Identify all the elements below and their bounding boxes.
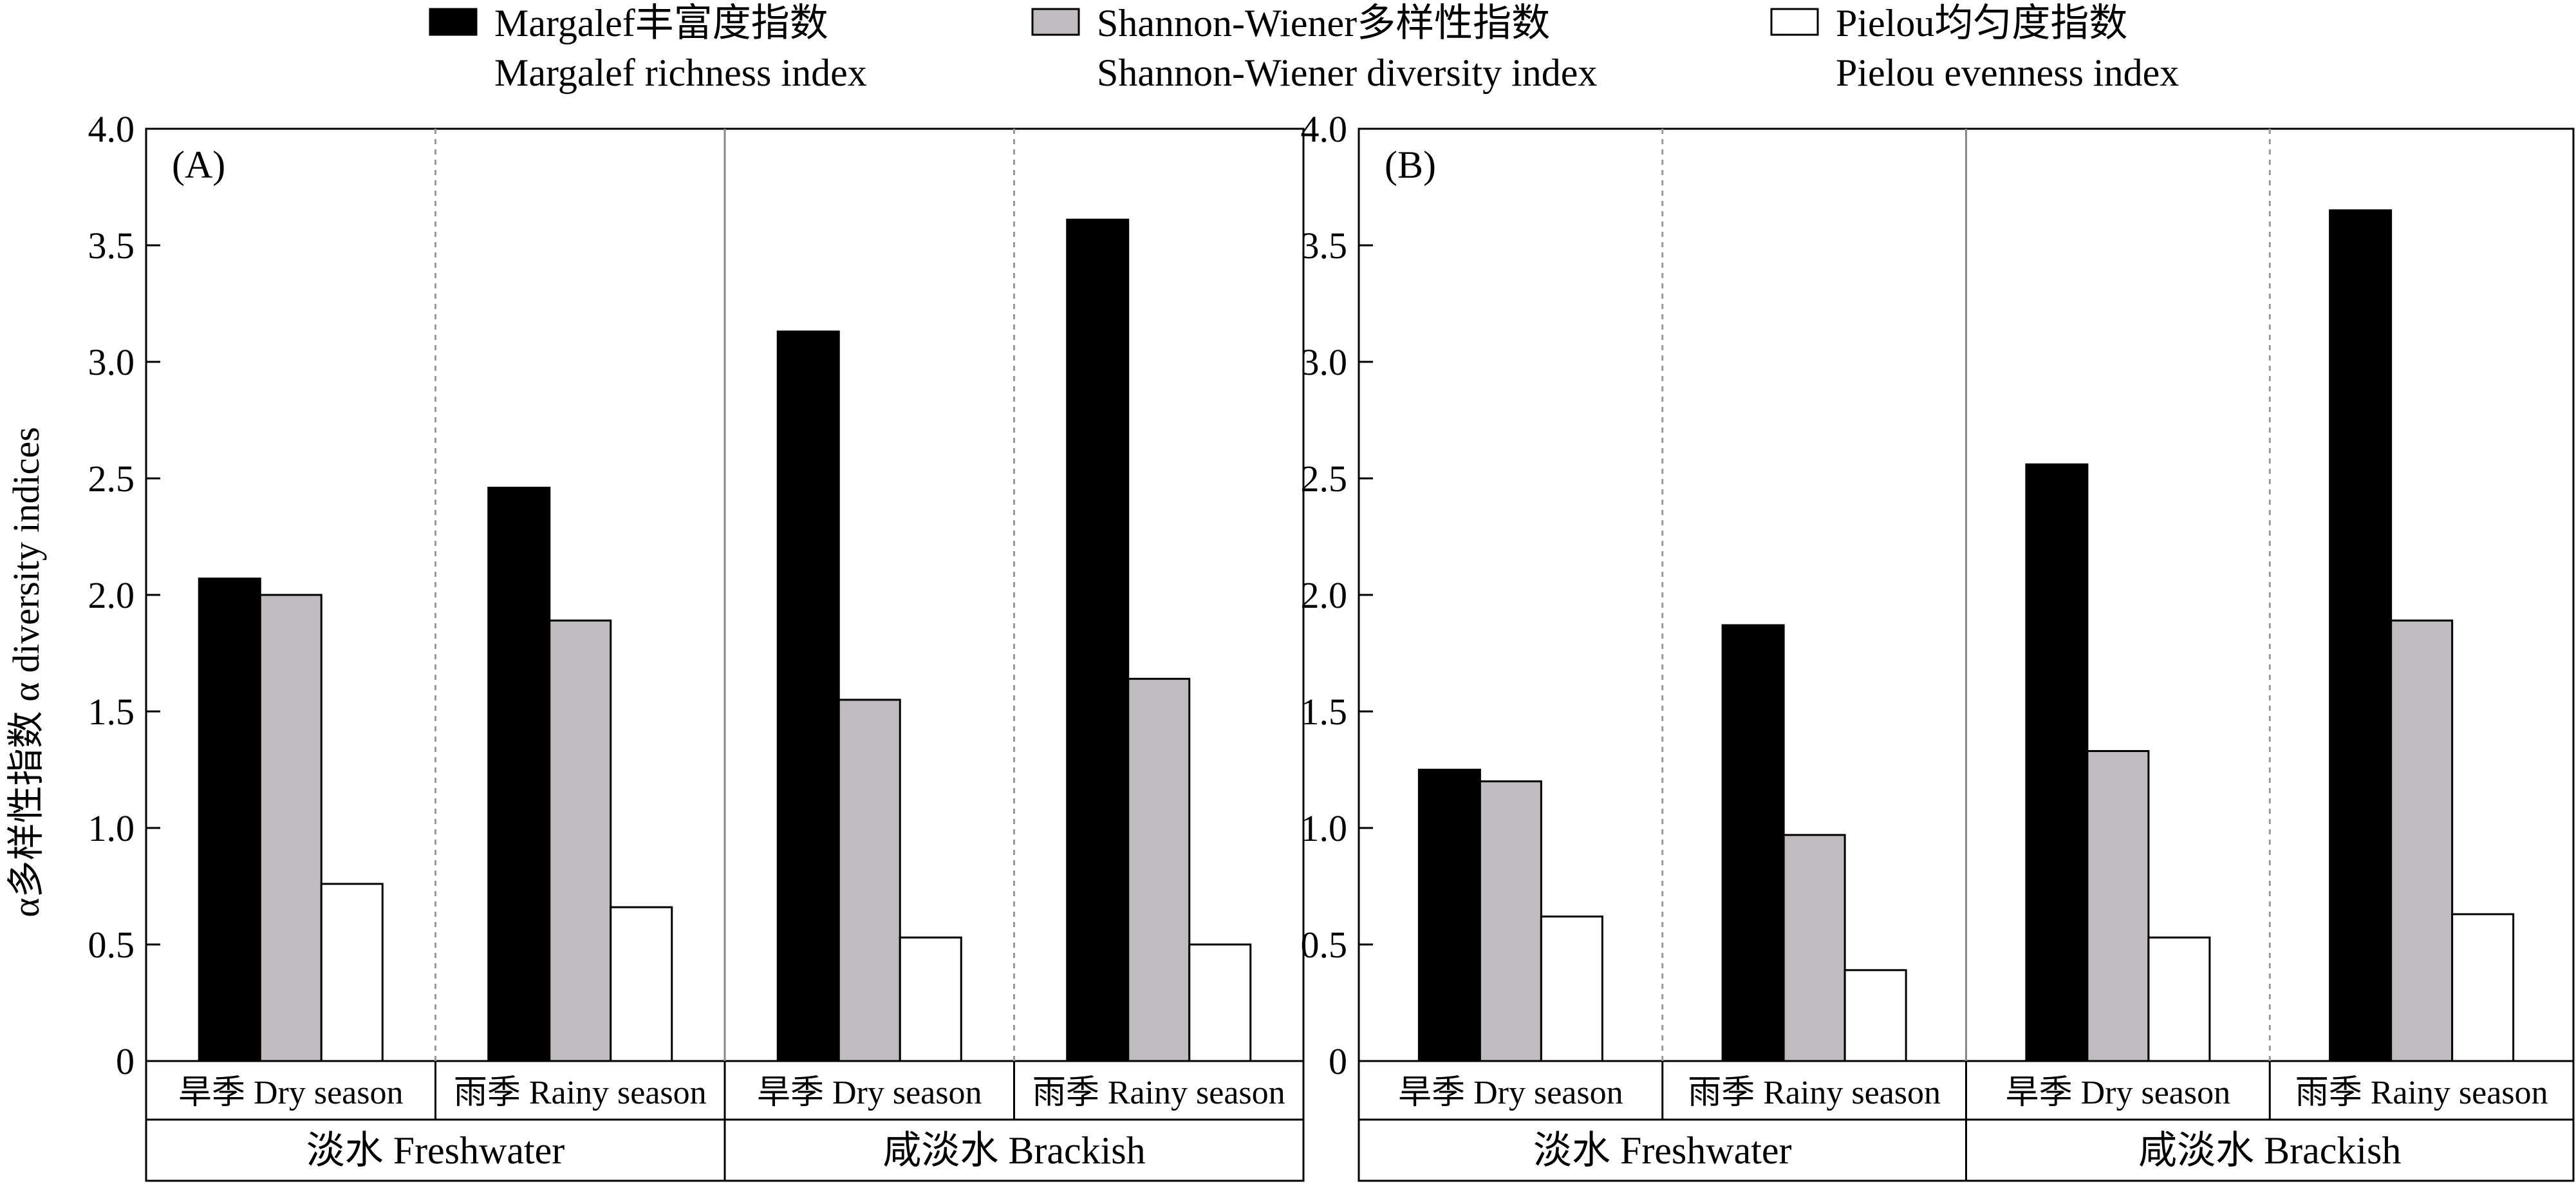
y-axis-label: α多样性指数 α diversity indices <box>5 427 47 917</box>
legend-label-3-line2: Pielou evenness index <box>1836 52 2179 94</box>
x-group-label: 咸淡水 Brackish <box>2138 1129 2401 1172</box>
y-tick-label: 1.0 <box>1301 807 1348 849</box>
bar <box>198 578 261 1062</box>
bar <box>1721 624 1785 1062</box>
y-tick-label: 0.5 <box>1301 924 1348 966</box>
panel-b: 0 0.5 1.0 1.5 2.0 2.5 3.0 3.5 4.0 旱季 Dry season 雨季… <box>1301 108 2575 1182</box>
y-tick-label: 2.5 <box>1301 458 1348 500</box>
bar <box>1479 780 1542 1062</box>
legend-label-2-line1: Shannon-Wiener多样性指数 <box>1097 2 1550 44</box>
panels: 0 0.5 1.0 1.5 2.0 2.5 3.0 3.5 4.0 旱季 Dry season 雨季… <box>88 108 2575 1182</box>
y-tick-label: 0 <box>1329 1040 1347 1082</box>
y-tick-label: 0 <box>116 1040 135 1082</box>
x-group-label: 咸淡水 Brackish <box>882 1129 1145 1172</box>
bar <box>899 936 962 1062</box>
bar <box>1066 218 1130 1062</box>
legend-label-1-line2: Margalef richness index <box>494 52 867 94</box>
y-tick-label: 4.0 <box>88 108 135 150</box>
legend-label-1-line1: Margalef丰富度指数 <box>494 2 828 44</box>
bar <box>1782 834 1846 1062</box>
x-group-label: 淡水 Freshwater <box>1533 1129 1792 1172</box>
y-tick-label: 3.0 <box>88 341 135 383</box>
legend-label-2-line2: Shannon-Wiener diversity index <box>1097 52 1597 94</box>
panel-label: (A) <box>172 144 225 186</box>
y-tick-label: 3.5 <box>1301 225 1348 267</box>
x-category-label: 旱季 Dry season <box>757 1075 982 1111</box>
bar <box>487 486 551 1062</box>
bar <box>610 906 673 1062</box>
x-category-label: 雨季 Rainy season <box>2295 1075 2548 1111</box>
legend-label-3-line1: Pielou均匀度指数 <box>1836 2 2127 44</box>
y-tick-label: 4.0 <box>1301 108 1348 150</box>
legend-swatch-1 <box>429 8 478 36</box>
legend-swatch-3 <box>1770 8 1819 36</box>
bar <box>2390 619 2454 1062</box>
y-tick-label: 2.0 <box>88 574 135 616</box>
bar <box>548 619 612 1062</box>
y-tick-label: 1.0 <box>88 807 135 849</box>
bar <box>2147 936 2211 1062</box>
bar <box>1540 916 1603 1062</box>
x-group-label: 淡水 Freshwater <box>306 1129 565 1172</box>
y-tick-label: 1.5 <box>88 691 135 733</box>
panel-a: 0 0.5 1.0 1.5 2.0 2.5 3.0 3.5 4.0 旱季 Dry season 雨季… <box>88 108 1305 1182</box>
bar <box>2086 750 2150 1062</box>
x-category-label: 雨季 Rainy season <box>1688 1075 1941 1111</box>
y-tick-label: 3.0 <box>1301 341 1348 383</box>
x-category-label: 旱季 Dry season <box>178 1075 404 1111</box>
bar <box>1127 677 1191 1062</box>
y-tick-label: 2.0 <box>1301 574 1348 616</box>
bar <box>837 699 901 1062</box>
y-tick-label: 0.5 <box>88 924 135 966</box>
bar <box>2451 913 2515 1062</box>
x-category-label: 旱季 Dry season <box>1398 1075 1623 1111</box>
legend-swatch-2 <box>1031 8 1080 36</box>
y-tick-label: 2.5 <box>88 458 135 500</box>
x-category-label: 雨季 Rainy season <box>1032 1075 1285 1111</box>
y-tick-label: 3.5 <box>88 225 135 267</box>
bar <box>776 330 840 1062</box>
x-category-label: 雨季 Rainy season <box>454 1075 707 1111</box>
x-category-label: 旱季 Dry season <box>2006 1075 2231 1111</box>
y-tick-label: 1.5 <box>1301 691 1348 733</box>
bar <box>320 883 384 1062</box>
bar <box>259 594 322 1062</box>
legend: Margalef丰富度指数 Margalef richness index Shan… <box>429 2 2179 94</box>
bar <box>2329 209 2393 1062</box>
bar <box>1188 943 1252 1062</box>
bar <box>1843 969 1907 1062</box>
bar <box>1417 769 1481 1062</box>
panel-label: (B) <box>1385 144 1436 186</box>
bar <box>2025 463 2089 1062</box>
